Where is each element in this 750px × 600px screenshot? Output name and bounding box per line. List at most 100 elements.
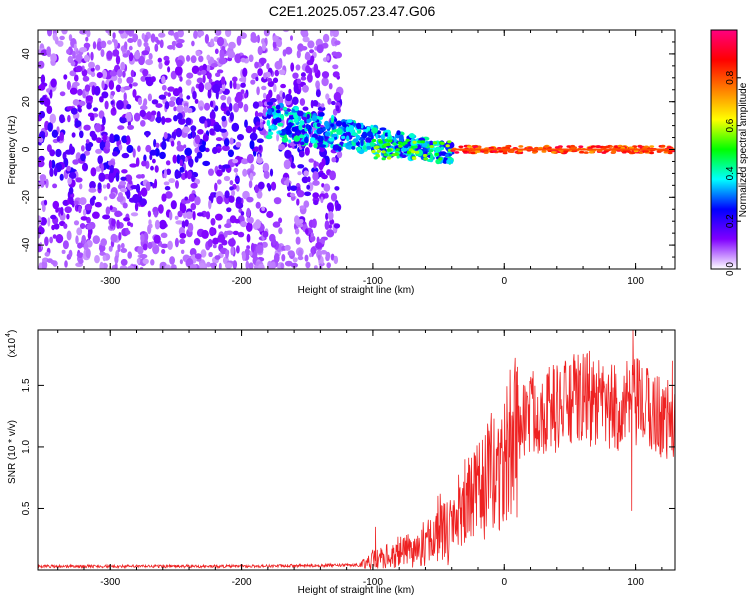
spectrogram-cell <box>285 93 293 102</box>
spectrogram-cell <box>284 244 291 251</box>
spectrogram-cell <box>179 92 183 99</box>
spectrogram-cell <box>300 30 308 37</box>
spectrogram-cell <box>532 151 537 154</box>
spectrogram-cell <box>234 53 242 64</box>
spectrogram-cell <box>445 144 450 148</box>
spectrogram-cell <box>426 159 432 162</box>
spectrogram-cell <box>126 144 134 154</box>
spectrogram-cell <box>293 135 301 142</box>
spectrogram-cell <box>216 69 224 74</box>
spectrogram-cell <box>351 146 356 150</box>
spectrogram-cell <box>176 144 185 152</box>
spectrogram-cell <box>231 122 240 132</box>
spectrogram-cell <box>666 146 672 149</box>
spectrogram-cell <box>164 264 172 269</box>
spectrogram-cell <box>158 94 167 100</box>
spectrogram-cell <box>132 193 140 204</box>
spectrogram-cell <box>262 42 266 52</box>
spectrogram-cell <box>246 153 254 164</box>
spectrogram-cell <box>148 219 152 226</box>
spectrogram-cell <box>284 149 292 159</box>
spectrogram-cell <box>254 146 259 153</box>
spectrogram-cell <box>252 101 260 109</box>
spectrogram-cell <box>323 183 331 192</box>
spectrogram-cell <box>356 122 362 130</box>
spectrogram-cell <box>462 149 468 153</box>
spectrogram-cell <box>330 30 336 34</box>
spectrogram-cell <box>179 76 183 82</box>
spectrogram-cell <box>128 179 133 185</box>
spectrogram-cell <box>78 258 84 265</box>
spectrogram-cell <box>177 210 183 218</box>
spectrogram-cell <box>64 260 68 268</box>
spectrogram-cell <box>314 265 318 269</box>
spectrogram-cell <box>53 223 60 230</box>
spectrogram-cell <box>90 71 96 78</box>
spectrogram-cell <box>252 126 256 134</box>
spectrogram-cell <box>218 262 222 269</box>
spectrogram-cell <box>69 87 78 95</box>
spectrogram-cell <box>303 191 312 197</box>
spectrogram-cell <box>169 256 176 265</box>
spectrogram-cell <box>351 132 358 137</box>
spectrogram-cell <box>326 55 330 61</box>
spectrogram-cell <box>429 145 434 149</box>
spectrogram-cell <box>85 95 94 101</box>
spectrogram-cell <box>284 111 289 115</box>
spectrogram-cell <box>65 149 73 155</box>
spectrogram-cell <box>191 65 200 75</box>
spectrogram-cell <box>109 70 118 77</box>
spectrogram-cell <box>73 200 79 205</box>
spectrogram-cell <box>105 30 110 34</box>
spectrogram-cell <box>85 36 89 42</box>
spectrogram-cell <box>296 190 305 198</box>
spectrogram-cell <box>110 233 118 243</box>
spectrogram-cell <box>186 55 191 62</box>
spectrogram-cell <box>309 253 313 258</box>
x-tick-label: 100 <box>627 276 644 287</box>
spectrogram-cell <box>300 72 306 78</box>
spectrogram-cell <box>122 202 128 209</box>
spectrogram-cell <box>38 226 45 235</box>
spectrogram-cell <box>83 150 90 156</box>
spectrogram-cell <box>126 189 131 200</box>
spectrogram-cell <box>101 80 105 90</box>
spectrogram-cell <box>159 151 166 160</box>
spectrogram-cell <box>140 75 147 82</box>
spectrogram-cell <box>77 88 83 96</box>
spectrogram-cell <box>156 39 161 45</box>
spectrogram-cell <box>205 211 211 220</box>
spectrogram-cell <box>229 137 234 145</box>
spectrogram-cell <box>325 212 329 220</box>
spectrogram-cell <box>120 61 126 71</box>
colorbar-tick-label: 0.8 <box>725 70 736 84</box>
spectrogram-cell <box>92 211 100 219</box>
spectrogram-cell <box>74 74 79 82</box>
spectrogram-cell <box>225 30 232 38</box>
spectrogram-cell <box>100 238 107 247</box>
colorbar-gradient <box>710 29 738 270</box>
spectrogram-cell <box>321 174 328 180</box>
spectrogram-cell <box>381 157 386 161</box>
spectrogram-cell <box>146 111 152 121</box>
spectrogram-cell <box>170 70 177 80</box>
spectrogram-cell <box>374 145 379 149</box>
spectrogram-cell <box>330 253 335 261</box>
spectrogram-cell <box>52 234 57 239</box>
spectrogram-cell <box>245 125 253 134</box>
spectrogram-cell <box>69 196 74 205</box>
spectrogram-cell <box>73 220 80 226</box>
spectrogram-cell <box>68 187 74 195</box>
spectrogram-cell <box>212 244 217 249</box>
spectrogram-cell <box>176 140 181 147</box>
spectrogram-cell <box>231 189 236 197</box>
spectrogram-cell <box>334 186 340 191</box>
spectrogram-cell <box>242 168 248 177</box>
spectrogram-cell <box>196 77 204 84</box>
spectrogram-cell <box>563 150 569 153</box>
spectrogram-cell <box>306 60 314 66</box>
spectrogram-cell <box>187 222 194 233</box>
spectrogram-cell <box>241 251 246 262</box>
spectrogram-cell <box>505 145 511 148</box>
y-tick-label: -40 <box>21 237 32 252</box>
